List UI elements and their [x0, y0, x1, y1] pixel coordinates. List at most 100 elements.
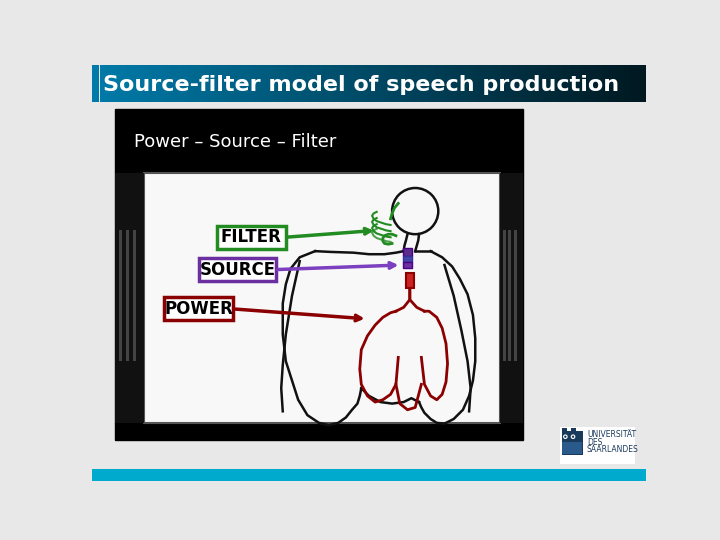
Bar	[98, 65, 99, 102]
Bar	[180, 65, 181, 102]
Bar	[520, 65, 521, 102]
Bar	[152, 65, 153, 102]
Bar	[521, 65, 522, 102]
Bar	[94, 65, 95, 102]
Bar	[527, 65, 528, 102]
Bar	[402, 65, 403, 102]
Bar	[307, 65, 308, 102]
Bar	[484, 65, 485, 102]
Bar	[403, 262, 412, 268]
Bar	[232, 65, 233, 102]
Circle shape	[572, 436, 575, 438]
Bar	[162, 65, 163, 102]
Bar	[276, 65, 277, 102]
Bar	[456, 65, 457, 102]
Bar	[184, 65, 185, 102]
Bar	[407, 65, 408, 102]
Bar	[544, 65, 545, 102]
Bar	[153, 65, 154, 102]
Bar	[633, 65, 634, 102]
Bar	[167, 65, 168, 102]
Bar	[403, 256, 412, 262]
Bar	[283, 65, 284, 102]
Bar	[301, 65, 302, 102]
Bar	[185, 65, 186, 102]
Bar	[332, 65, 333, 102]
Bar	[464, 65, 465, 102]
Bar	[140, 65, 141, 102]
Bar	[551, 65, 552, 102]
Bar	[496, 65, 497, 102]
Bar	[151, 65, 152, 102]
Bar	[133, 65, 134, 102]
Bar	[611, 65, 612, 102]
Bar	[617, 65, 618, 102]
Bar	[505, 65, 506, 102]
Bar	[282, 65, 283, 102]
Bar	[536, 65, 537, 102]
Bar	[372, 65, 373, 102]
Bar	[316, 65, 317, 102]
Bar	[548, 65, 549, 102]
Bar	[526, 65, 527, 102]
Bar	[394, 65, 395, 102]
Bar	[275, 65, 276, 102]
Bar	[211, 65, 212, 102]
Bar	[222, 65, 223, 102]
Bar	[598, 65, 599, 102]
Text: POWER: POWER	[164, 300, 233, 318]
Bar	[423, 65, 425, 102]
Bar	[322, 65, 323, 102]
Bar	[421, 65, 422, 102]
Bar	[471, 65, 472, 102]
Bar	[267, 65, 268, 102]
Bar	[241, 65, 242, 102]
Bar	[525, 65, 526, 102]
Bar	[594, 65, 595, 102]
Bar	[516, 65, 517, 102]
Bar	[230, 65, 231, 102]
Bar	[563, 65, 564, 102]
Bar	[503, 65, 504, 102]
Bar	[181, 65, 182, 102]
Bar	[366, 65, 367, 102]
Bar	[92, 65, 93, 102]
Bar	[382, 65, 383, 102]
Bar	[190, 65, 191, 102]
Bar	[376, 65, 377, 102]
Bar	[219, 65, 220, 102]
Bar	[105, 65, 106, 102]
Bar	[395, 65, 396, 102]
Bar	[573, 65, 574, 102]
Bar	[235, 65, 237, 102]
Bar	[453, 65, 454, 102]
Bar	[619, 65, 620, 102]
Bar	[216, 65, 217, 102]
Bar	[346, 65, 348, 102]
Bar	[631, 65, 632, 102]
Bar	[387, 65, 388, 102]
Bar	[428, 65, 429, 102]
Bar	[615, 65, 616, 102]
Bar	[370, 65, 371, 102]
Bar	[111, 65, 112, 102]
Bar	[177, 65, 178, 102]
Bar	[508, 231, 511, 361]
Bar	[263, 65, 264, 102]
Bar	[451, 65, 452, 102]
Bar	[425, 65, 426, 102]
Bar	[385, 65, 386, 102]
Bar	[377, 65, 378, 102]
Bar	[324, 65, 325, 102]
Bar	[379, 65, 381, 102]
Bar	[104, 65, 105, 102]
Bar	[374, 65, 375, 102]
Bar	[399, 65, 400, 102]
Bar	[342, 65, 343, 102]
Bar	[274, 65, 275, 102]
Bar	[256, 65, 257, 102]
Bar	[329, 65, 330, 102]
Bar	[303, 65, 304, 102]
Bar	[97, 65, 98, 102]
Bar	[310, 65, 311, 102]
